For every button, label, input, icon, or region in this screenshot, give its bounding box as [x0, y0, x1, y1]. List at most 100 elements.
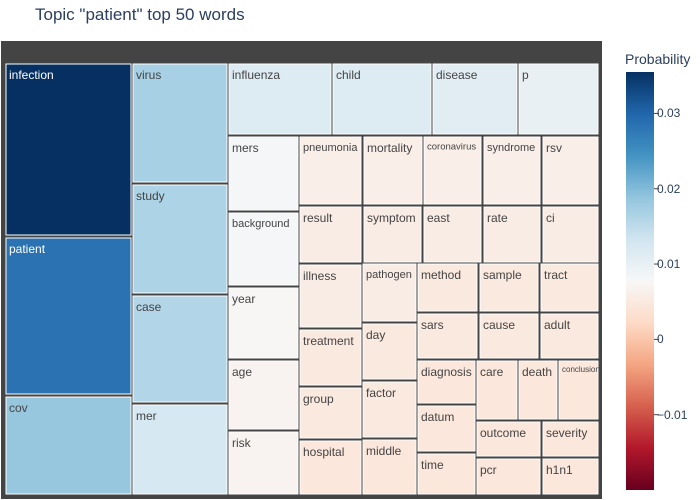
treemap-tile-day[interactable]: day — [362, 323, 417, 380]
treemap-tile-rect[interactable] — [417, 313, 478, 359]
treemap-tile-rect[interactable] — [5, 63, 132, 236]
treemap-tile-rect[interactable] — [228, 136, 299, 211]
treemap-tile-case[interactable]: case — [132, 295, 228, 403]
treemap-tile-rect[interactable] — [132, 404, 228, 495]
treemap-tile-cause[interactable]: cause — [479, 313, 539, 359]
treemap-tile-rect[interactable] — [417, 360, 476, 404]
treemap-tile-rect[interactable] — [540, 263, 599, 312]
treemap-tile-rect[interactable] — [518, 63, 599, 135]
treemap-tile-datum[interactable]: datum — [417, 405, 476, 452]
treemap-tile-outcome[interactable]: outcome — [476, 421, 541, 457]
treemap-tile-east[interactable]: east — [423, 206, 482, 263]
treemap-tile-virus[interactable]: virus — [132, 63, 228, 183]
treemap-tile-rect[interactable] — [132, 63, 228, 183]
treemap-tile-hospital[interactable]: hospital — [299, 440, 362, 495]
treemap-tile-rect[interactable] — [540, 313, 599, 359]
treemap-tile-diagnosis[interactable]: diagnosis — [417, 360, 476, 404]
treemap-tile-pathogen[interactable]: pathogen — [362, 263, 417, 322]
treemap-tile-study[interactable]: study — [132, 184, 228, 294]
treemap-tile-rect[interactable] — [228, 212, 299, 286]
treemap-tile-treatment[interactable]: treatment — [299, 329, 362, 386]
treemap-tile-adult[interactable]: adult — [540, 313, 599, 359]
treemap-tile-influenza[interactable]: influenza — [228, 63, 332, 135]
treemap-tile-death[interactable]: death — [518, 360, 558, 420]
treemap-tile-rect[interactable] — [228, 63, 332, 135]
treemap-tile-rect[interactable] — [483, 206, 541, 263]
treemap-tile-rect[interactable] — [362, 263, 417, 322]
treemap-tile-rect[interactable] — [228, 287, 299, 359]
treemap-tile-rect[interactable] — [476, 458, 541, 495]
treemap-tile-tract[interactable]: tract — [540, 263, 599, 312]
treemap-tile-illness[interactable]: illness — [299, 264, 362, 328]
treemap-tile-rect[interactable] — [423, 206, 482, 263]
treemap-tile-rect[interactable] — [518, 360, 558, 420]
treemap-tile-rect[interactable] — [362, 439, 417, 495]
treemap-tile-rate[interactable]: rate — [483, 206, 541, 263]
treemap-tile-rect[interactable] — [483, 136, 541, 205]
treemap-tile-ci[interactable]: ci — [542, 206, 599, 263]
treemap-tile-rect[interactable] — [299, 136, 362, 205]
treemap-tile-risk[interactable]: risk — [228, 431, 299, 495]
treemap-tile-background[interactable]: background — [228, 212, 299, 286]
treemap-tile-group[interactable]: group — [299, 387, 362, 439]
treemap-tile-cov[interactable]: cov — [5, 396, 132, 495]
treemap-tile-method[interactable]: method — [417, 263, 478, 312]
treemap-tile-rect[interactable] — [432, 63, 518, 135]
treemap-tile-conclusion[interactable]: conclusion — [558, 360, 600, 420]
treemap-tile-rect[interactable] — [417, 263, 478, 312]
treemap-tile-rect[interactable] — [476, 360, 518, 420]
treemap-tile-rect[interactable] — [332, 63, 432, 135]
treemap-tile-rect[interactable] — [5, 237, 132, 395]
treemap-tile-rect[interactable] — [228, 431, 299, 495]
treemap-tile-pneumonia[interactable]: pneumonia — [299, 136, 362, 205]
treemap-tile-rect[interactable] — [479, 313, 539, 359]
treemap-tile-rect[interactable] — [423, 136, 482, 205]
treemap-tile-rect[interactable] — [299, 440, 362, 495]
treemap-tile-rect[interactable] — [132, 184, 228, 294]
treemap-tile-disease[interactable]: disease — [432, 63, 518, 135]
treemap-tile-rect[interactable] — [363, 206, 422, 263]
treemap-tile-rect[interactable] — [476, 421, 541, 457]
treemap-tile-rect[interactable] — [417, 453, 476, 495]
treemap-tile-sars[interactable]: sars — [417, 313, 478, 359]
treemap-tile-rect[interactable] — [5, 396, 132, 495]
treemap-tile-time[interactable]: time — [417, 453, 476, 495]
treemap-tile-rect[interactable] — [542, 421, 599, 457]
treemap-tile-child[interactable]: child — [332, 63, 432, 135]
treemap-tile-rect[interactable] — [542, 136, 599, 205]
treemap-tile-rect[interactable] — [299, 206, 362, 263]
treemap-tile-rect[interactable] — [228, 360, 299, 430]
treemap-tile-rect[interactable] — [363, 136, 423, 205]
treemap-tile-infection[interactable]: infection — [5, 63, 132, 236]
treemap-tile-middle[interactable]: middle — [362, 439, 417, 495]
treemap-tile-rect[interactable] — [299, 387, 362, 439]
treemap-tile-mortality[interactable]: mortality — [363, 136, 423, 205]
treemap-tile-rect[interactable] — [299, 264, 362, 328]
treemap-tile-sample[interactable]: sample — [479, 263, 539, 312]
treemap-tile-symptom[interactable]: symptom — [363, 206, 422, 263]
treemap-tile-patient[interactable]: patient — [5, 237, 132, 395]
treemap-tile-care[interactable]: care — [476, 360, 518, 420]
treemap-tile-factor[interactable]: factor — [362, 381, 417, 438]
treemap-tile-severity[interactable]: severity — [542, 421, 599, 457]
treemap-tile-p[interactable]: p — [518, 63, 599, 135]
treemap-tile-result[interactable]: result — [299, 206, 362, 263]
treemap-tile-rect[interactable] — [542, 458, 599, 495]
treemap-tile-pcr[interactable]: pcr — [476, 458, 541, 495]
treemap-tile-rect[interactable] — [479, 263, 539, 312]
treemap-tile-rect[interactable] — [132, 295, 228, 403]
treemap-tile-rect[interactable] — [362, 381, 417, 438]
treemap-tile-h1n1[interactable]: h1n1 — [542, 458, 599, 495]
treemap-tile-year[interactable]: year — [228, 287, 299, 359]
treemap-tile-coronavirus[interactable]: coronavirus — [423, 136, 482, 205]
treemap-tile-rect[interactable] — [362, 323, 417, 380]
treemap-tile-rect[interactable] — [558, 360, 599, 420]
treemap-tile-rect[interactable] — [542, 206, 599, 263]
treemap-tile-syndrome[interactable]: syndrome — [483, 136, 541, 205]
treemap-tile-rect[interactable] — [417, 405, 476, 452]
treemap-tile-rsv[interactable]: rsv — [542, 136, 599, 205]
treemap-tile-mer[interactable]: mer — [132, 404, 228, 495]
treemap-tile-age[interactable]: age — [228, 360, 299, 430]
treemap-tile-mers[interactable]: mers — [228, 136, 299, 211]
treemap-tile-rect[interactable] — [299, 329, 362, 386]
